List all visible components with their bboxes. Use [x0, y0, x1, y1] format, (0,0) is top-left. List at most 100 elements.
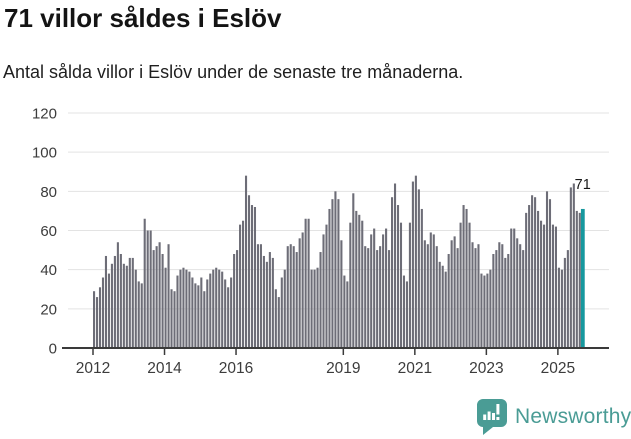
bar: [435, 246, 438, 348]
bar: [411, 181, 414, 348]
bar: [170, 289, 173, 348]
bar: [489, 269, 492, 348]
x-tick-label: 2021: [398, 360, 432, 377]
bar: [286, 246, 289, 348]
bar: [289, 244, 292, 348]
bar: [107, 273, 110, 348]
x-tick-label: 2012: [76, 360, 110, 377]
y-tick-label: 120: [32, 106, 57, 123]
bar: [453, 236, 456, 348]
bar: [239, 224, 242, 348]
bar: [256, 244, 259, 348]
bar: [492, 254, 495, 348]
bar: [388, 250, 391, 348]
bar: [420, 208, 423, 348]
bar: [197, 285, 200, 348]
bar: [292, 246, 295, 348]
bar: [432, 234, 435, 348]
bar: [128, 257, 131, 348]
bar: [471, 242, 474, 348]
bar: [417, 189, 420, 348]
bar: [244, 175, 248, 348]
bar: [149, 230, 152, 348]
bar: [385, 228, 388, 348]
bar: [173, 291, 176, 348]
highlighted-bar: [580, 208, 585, 348]
bar: [450, 240, 453, 348]
y-tick-label: 40: [40, 262, 57, 279]
bar: [358, 214, 361, 348]
bar: [200, 277, 203, 348]
bar: [322, 234, 325, 348]
bar: [283, 269, 286, 348]
bar: [230, 277, 233, 348]
bar: [122, 263, 125, 348]
bar: [262, 255, 265, 348]
bar: [137, 281, 140, 348]
bar: [465, 208, 468, 348]
bar: [233, 254, 236, 348]
bar: [355, 210, 358, 348]
bar: [310, 269, 313, 348]
bar: [313, 269, 316, 348]
bar: [247, 195, 251, 348]
bar: [295, 252, 298, 348]
bar: [519, 244, 522, 348]
bar: [340, 240, 343, 348]
x-tick-label: 2025: [541, 360, 575, 377]
bar: [554, 226, 557, 348]
y-tick-label: 80: [40, 184, 57, 201]
bar: [307, 218, 310, 348]
bar: [134, 269, 137, 348]
bar: [551, 224, 555, 348]
highlight-value-label: 71: [575, 177, 591, 193]
bar: [104, 255, 108, 348]
bar: [191, 277, 194, 348]
bar: [179, 269, 182, 348]
bar: [221, 271, 224, 348]
bar: [462, 205, 465, 348]
bar: [319, 252, 322, 348]
bar: [391, 197, 394, 348]
bar: [513, 228, 516, 348]
bar: [379, 246, 382, 348]
bar: [203, 291, 206, 348]
bar: [501, 244, 504, 348]
y-tick-label: 20: [40, 301, 57, 318]
bar: [164, 267, 167, 348]
bar: [495, 250, 498, 348]
bar: [337, 199, 340, 348]
bar: [304, 218, 307, 348]
bar: [206, 279, 209, 348]
bar: [268, 252, 271, 348]
bar: [298, 238, 301, 348]
x-tick-label: 2016: [219, 360, 253, 377]
bar: [331, 199, 334, 348]
newsworthy-logo-icon: [477, 399, 507, 435]
chart-title: 71 villor såldes i Eslöv: [4, 3, 282, 33]
bar: [456, 248, 459, 348]
bar: [98, 287, 102, 348]
bar: [182, 267, 185, 348]
bar: [188, 271, 191, 348]
bar: [250, 205, 254, 348]
bar: [376, 250, 379, 348]
bar: [540, 220, 543, 348]
bar: [370, 234, 373, 348]
bar: [316, 267, 319, 348]
bar: [161, 254, 164, 348]
bar: [176, 275, 179, 348]
bar: [277, 297, 280, 348]
bar: [113, 255, 116, 348]
bar: [152, 250, 155, 348]
bar: [542, 224, 546, 348]
bar: [224, 279, 227, 348]
bar: [447, 254, 450, 348]
bar: [438, 261, 441, 348]
bar: [402, 275, 406, 348]
bar: [396, 205, 400, 348]
bar: [95, 297, 99, 348]
bar: [429, 232, 432, 348]
